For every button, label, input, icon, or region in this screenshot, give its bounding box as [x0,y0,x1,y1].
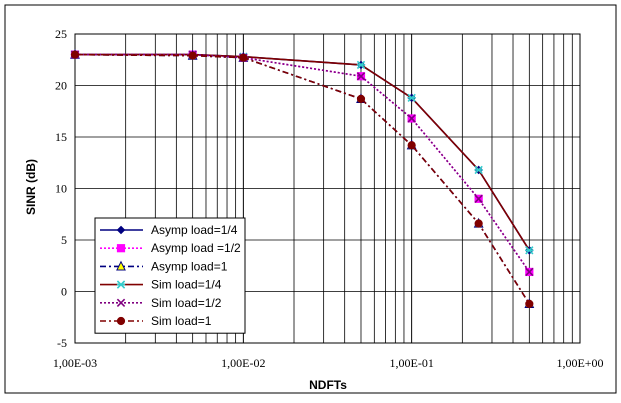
data-point [407,114,416,123]
legend-item: Asymp load=1/4 [100,223,238,237]
data-point [239,53,248,62]
y-tick-label: 20 [55,79,67,93]
data-point [407,93,416,103]
plot-area-border [74,33,581,344]
legend-item: Asymp load=1 [100,259,228,273]
series-layer [70,48,535,308]
tick-labels: -5 0 5 10 15 20 25 1,00E-03 1,00E-02 1,00E-01 1,00… [53,27,604,370]
legend-label: Asymp load =1/2 [151,241,241,255]
legend-item: Sim load=1 [100,314,212,328]
y-axis-title: SINR (dB) [24,159,38,215]
data-point [70,50,80,59]
legend-label: Sim load=1/2 [151,296,222,310]
x-tick-label: 1,00E-02 [221,356,265,370]
x-axis-title: NDFTs [309,378,347,392]
legend-marker [116,316,126,326]
legend: Asymp load=1/4 Asymp load =1/2 Asymp load=… [94,217,246,334]
y-tick-label: 5 [61,233,67,247]
legend-marker [116,225,126,235]
data-point [474,219,483,228]
x-tick-label: 1,00E-03 [53,356,97,370]
legend-item: Sim load=1/4 [100,278,222,292]
legend-marker [116,280,126,289]
data-point [525,299,534,308]
data-point [356,94,366,103]
y-tick-label: 25 [55,27,67,41]
y-tick-label: 10 [55,182,67,196]
data-point [356,72,366,81]
data-point [474,165,483,175]
data-point [407,141,416,150]
x-tick-label: 1,00E-01 [390,356,434,370]
legend-marker [116,244,126,253]
legend-item: Sim load=1/2 [100,296,222,310]
legend-item: Asymp load =1/2 [100,241,241,255]
data-point [525,267,534,277]
data-point [474,194,483,203]
data-point [525,246,534,255]
x-tick-label: 1,00E+00 [556,356,603,370]
y-tick-label: 15 [55,130,67,144]
legend-marker [116,298,126,307]
data-point [356,60,366,70]
legend-label: Asymp load=1/4 [151,223,238,237]
legend-box [94,217,246,334]
legend-marker [116,260,126,271]
legend-label: Sim load=1/4 [151,278,222,292]
y-tick-label: -5 [57,336,67,350]
series-6 [70,50,534,308]
y-tick-label: 0 [61,285,67,299]
chart-border [4,4,617,394]
legend-label: Sim load=1 [151,314,212,328]
legend-label: Asymp load=1 [151,259,228,273]
data-point [188,51,197,60]
